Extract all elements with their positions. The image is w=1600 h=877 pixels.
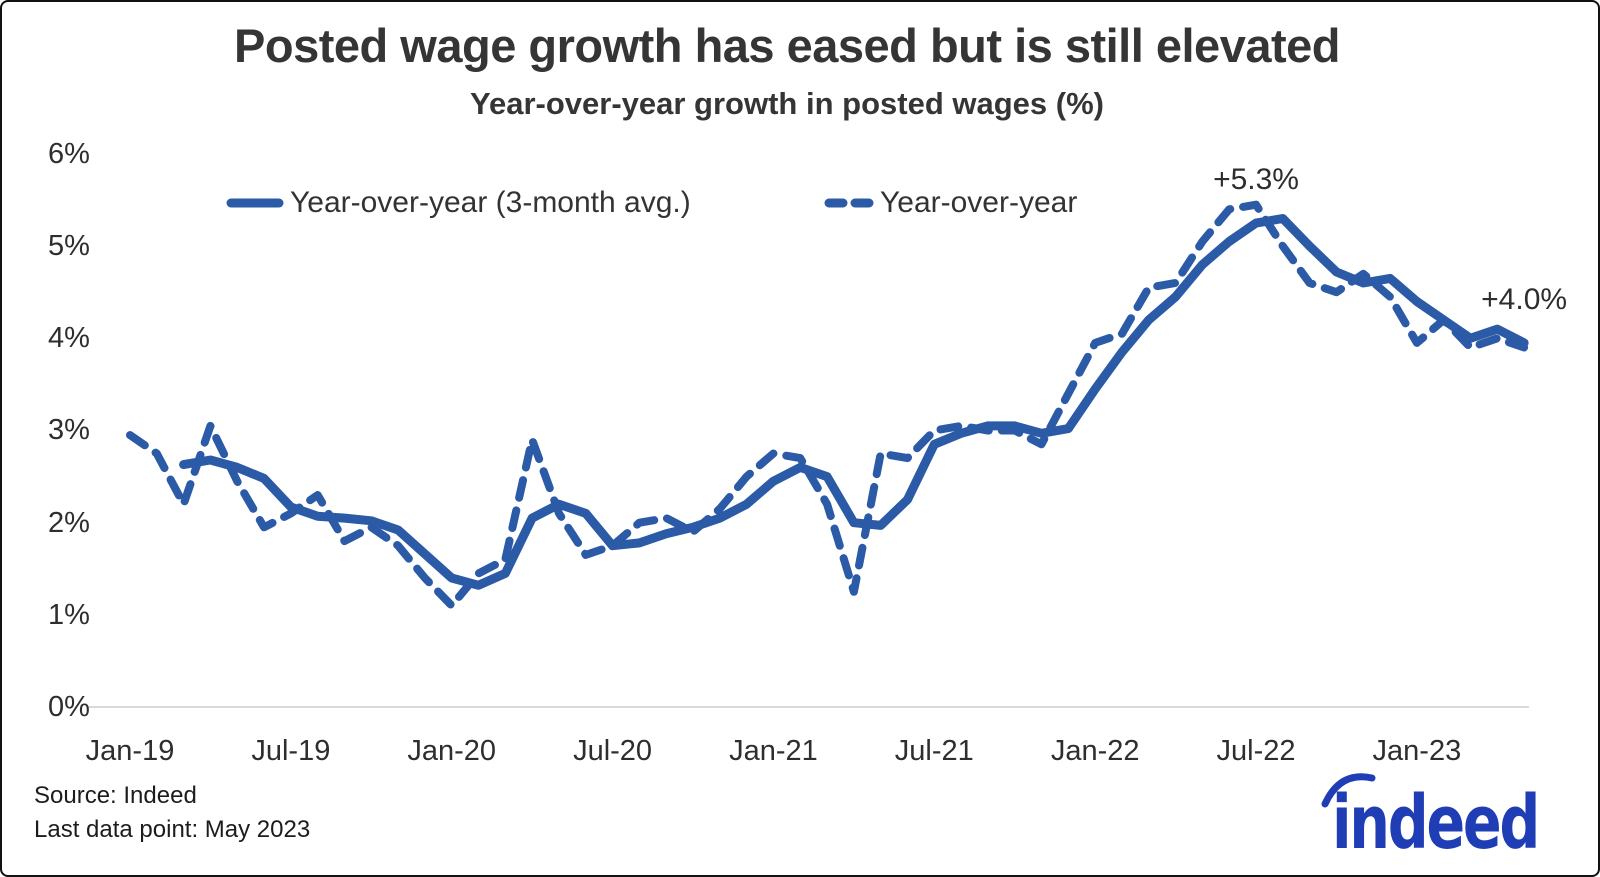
indeed-logo-arc bbox=[1321, 773, 1376, 808]
legend-label-yoy: Year-over-year bbox=[880, 186, 1078, 219]
legend-item-yoy: Year-over-year bbox=[824, 184, 1077, 222]
last-data-point-line: Last data point: May 2023 bbox=[34, 816, 311, 843]
legend-solid-line-swatch bbox=[226, 198, 284, 208]
chart-subtitle: Year-over-year growth in posted wages (%… bbox=[470, 86, 1104, 121]
legend-item-yoy-3mo-avg: Year-over-year (3-month avg.) bbox=[226, 184, 691, 222]
chart-title: Posted wage growth has eased but is stil… bbox=[234, 19, 1340, 72]
legend-label-yoy-3mo-avg: Year-over-year (3-month avg.) bbox=[290, 186, 691, 219]
indeed-logo-graphic: indeed bbox=[1321, 773, 1541, 866]
series-line-yoy bbox=[126, 200, 1529, 610]
indeed-logo: indeed bbox=[1318, 764, 1550, 866]
source-line: Source: Indeed bbox=[34, 782, 197, 809]
series-line-yoy-3mo-avg bbox=[179, 214, 1529, 590]
indeed-logo-wordmark: indeed bbox=[1332, 780, 1538, 860]
legend-dashed-line-swatch bbox=[824, 198, 874, 208]
source-note: Source: Indeed Last data point: May 2023 bbox=[34, 779, 310, 847]
